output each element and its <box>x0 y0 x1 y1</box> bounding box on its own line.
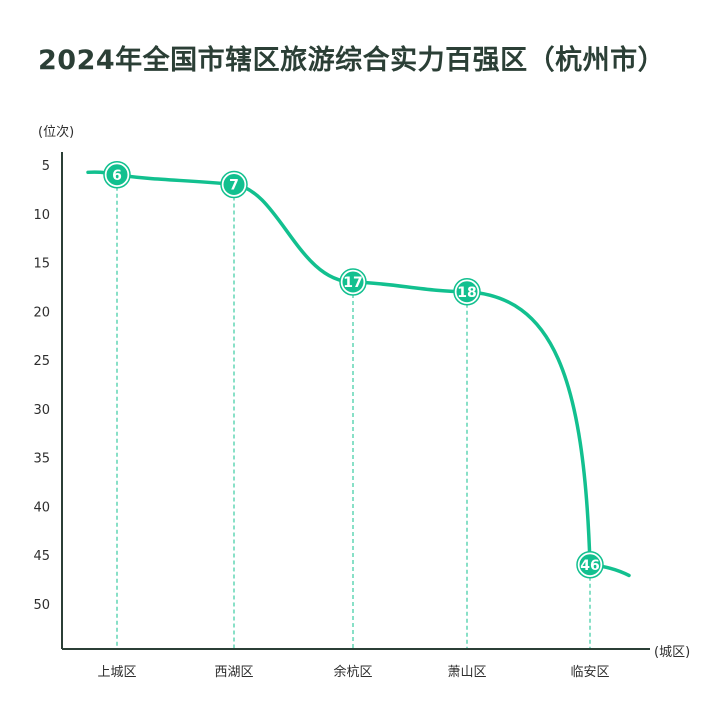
x-category-label: 西湖区 <box>214 665 253 680</box>
data-point-ring <box>103 161 131 189</box>
ranking-series-line <box>86 170 631 578</box>
x-category-label: 萧山区 <box>447 665 486 680</box>
x-category-label: 余杭区 <box>333 664 372 680</box>
y-tick-label: 30 <box>33 403 50 418</box>
data-point-label: 17 <box>343 275 362 291</box>
data-point-marker <box>577 552 603 578</box>
chart-title: 2024年全国市辖区旅游综合实力百强区（杭州市） <box>38 45 666 76</box>
data-point-label: 6 <box>112 168 122 184</box>
y-tick-label: 5 <box>42 159 50 174</box>
y-tick-label: 35 <box>33 452 50 467</box>
data-point-ring <box>339 268 367 296</box>
data-point-ring <box>220 170 248 199</box>
x-axis-unit-label: (城区) <box>654 645 690 660</box>
x-category-labels: 上城区 西湖区 余杭区 萧山区 临安区 <box>97 664 609 680</box>
y-tick-label: 45 <box>33 549 50 564</box>
y-axis-unit-label: (位次) <box>38 124 74 140</box>
data-point-label: 18 <box>457 285 476 301</box>
data-point-marker <box>454 279 480 305</box>
data-point-badge: 46 <box>576 551 604 579</box>
data-point-badge: 6 <box>103 161 131 189</box>
data-point-marker <box>340 269 366 295</box>
y-tick-label: 50 <box>33 598 50 613</box>
y-tick-label: 10 <box>33 208 50 223</box>
y-tick-label: 15 <box>33 257 50 272</box>
data-point-marker <box>104 162 130 188</box>
data-point-marker <box>221 172 247 197</box>
y-tick-label: 20 <box>33 305 50 320</box>
data-point-badge: 17 <box>339 268 367 296</box>
data-point-ring <box>453 278 481 306</box>
dashed-guides <box>116 186 591 649</box>
data-point-badges: 6 7 17 18 46 <box>103 161 604 579</box>
data-point-label: 46 <box>580 558 599 574</box>
y-tick-label: 40 <box>33 500 50 515</box>
x-category-label: 上城区 <box>97 665 136 680</box>
data-point-ring <box>576 551 604 579</box>
y-tick-labels: 5 10 15 20 25 30 35 40 45 50 <box>33 159 50 613</box>
data-point-label: 7 <box>229 178 239 194</box>
data-point-badge: 18 <box>453 278 481 306</box>
x-category-label: 临安区 <box>570 665 609 680</box>
data-point-badge: 7 <box>220 170 248 199</box>
y-tick-label: 25 <box>33 354 50 369</box>
